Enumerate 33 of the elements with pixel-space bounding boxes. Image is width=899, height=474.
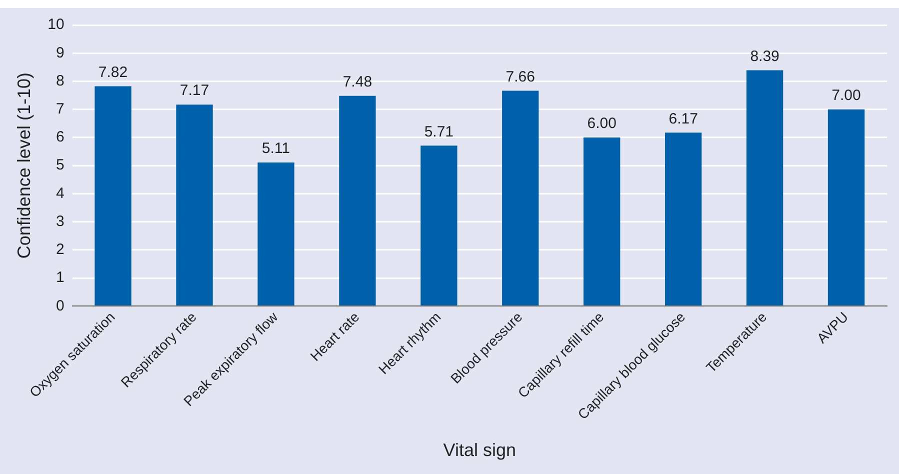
data-label: 8.39 [750,48,780,65]
data-label: 5.71 [424,123,454,140]
bar [502,90,539,306]
y-tick-label: 0 [56,297,64,314]
data-label: 6.00 [587,115,616,132]
data-label: 7.48 [342,73,372,90]
bar [176,104,213,306]
y-tick-label: 9 [56,44,64,62]
bar [828,109,865,306]
data-label: 7.17 [180,82,210,100]
y-tick-label: 4 [56,184,64,202]
data-label: 5.11 [262,140,290,158]
y-tick-label: 7 [56,100,64,118]
y-tick-label: 5 [56,156,64,174]
bar [339,96,376,306]
y-tick-label: 2 [56,241,64,258]
data-label: 7.66 [506,68,535,86]
y-tick-label: 3 [56,212,64,230]
x-axis-title: Vital sign [443,440,516,460]
y-tick-label: 10 [48,16,64,34]
bar [584,137,620,306]
y-tick-label: 8 [56,72,64,90]
data-label: 7.82 [98,64,128,81]
bar [746,70,784,306]
bar [420,146,458,306]
bar [94,86,132,306]
data-label: 6.17 [668,110,698,128]
bar [664,132,702,306]
y-tick-label: 1 [56,269,64,286]
bar [258,162,294,306]
y-tick-label: 6 [56,128,64,146]
data-label: 7.00 [832,86,861,104]
y-axis-title: Confidence level (1-10) [14,72,34,259]
